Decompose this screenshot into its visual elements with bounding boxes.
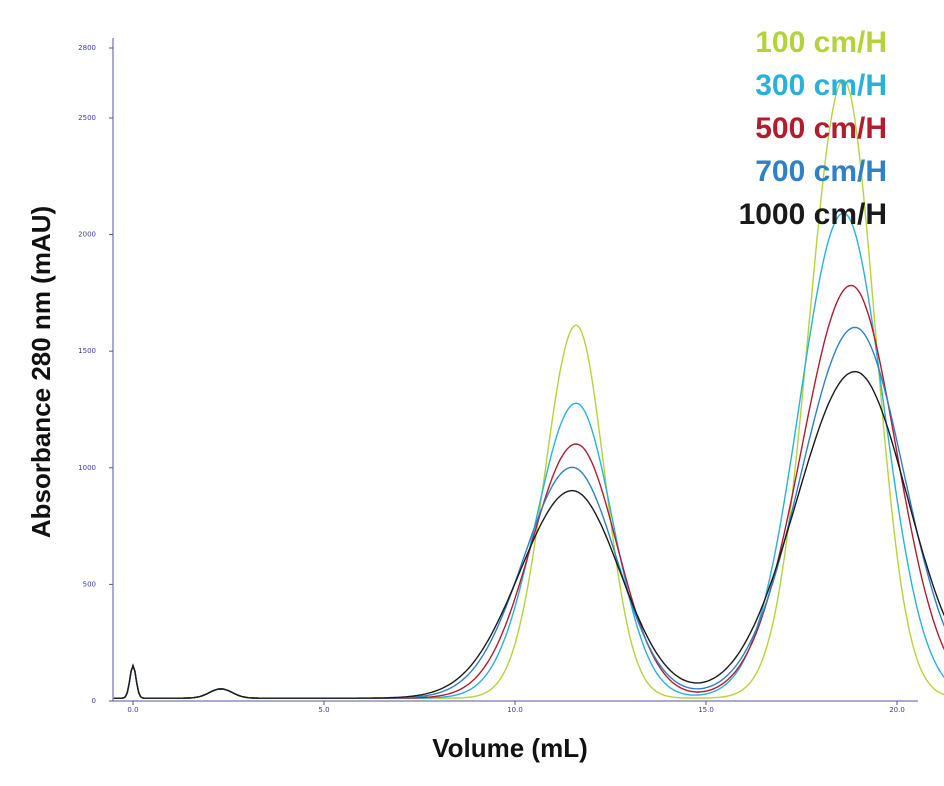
legend-label-0: 100 cm/H	[755, 26, 887, 59]
series-line-4	[113, 370, 944, 699]
y-tick-label: 2800	[78, 44, 96, 52]
x-tick-label: 10.0	[507, 706, 523, 714]
series-line-2	[113, 284, 944, 699]
legend-label-2: 500 cm/H	[755, 112, 887, 145]
x-tick-label: 20.0	[889, 706, 905, 714]
x-tick-label: 0.0	[127, 706, 138, 714]
x-tick-label: 5.0	[318, 706, 329, 714]
y-tick-label: 1500	[78, 347, 96, 355]
x-axis-title: Volume (mL)	[432, 733, 588, 763]
legend: 100 cm/H 300 cm/H 500 cm/H 700 cm/H 1000 cm/…	[739, 26, 887, 231]
x-tick-label: 15.0	[698, 706, 714, 714]
y-tick-label: 500	[83, 580, 96, 588]
series-line-1	[113, 212, 944, 699]
y-tick-label: 2000	[78, 231, 96, 239]
legend-label-1: 300 cm/H	[755, 69, 887, 102]
legend-label-4: 1000 cm/H	[739, 198, 887, 231]
y-axis-title: Absorbance 280 nm (mAU)	[26, 206, 56, 538]
series-layer	[113, 79, 944, 699]
y-tick-label: 2500	[78, 114, 96, 122]
series-line-3	[113, 326, 944, 699]
y-tick-label: 1000	[78, 464, 96, 472]
x-ticks: 0.05.010.015.020.025.030.035.0ml	[127, 701, 905, 714]
y-ticks: 0 500 1000 1500 2000 2500 2800	[78, 44, 113, 705]
legend-label-3: 700 cm/H	[755, 155, 887, 188]
y-tick-label: 0	[92, 697, 96, 705]
